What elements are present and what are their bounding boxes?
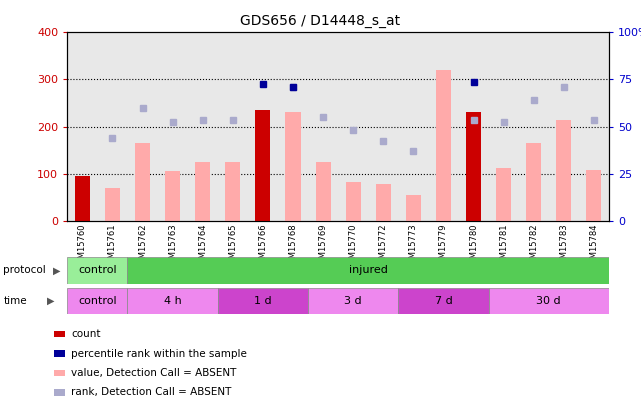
Bar xyxy=(466,113,481,221)
Bar xyxy=(308,288,398,314)
Bar xyxy=(218,288,308,314)
Bar xyxy=(406,195,421,221)
Text: percentile rank within the sample: percentile rank within the sample xyxy=(71,349,247,358)
Text: 4 h: 4 h xyxy=(163,296,181,306)
Text: time: time xyxy=(3,296,27,306)
Bar xyxy=(315,162,331,221)
Bar xyxy=(135,143,150,221)
Text: protocol: protocol xyxy=(3,265,46,275)
Text: value, Detection Call = ABSENT: value, Detection Call = ABSENT xyxy=(71,368,237,378)
Bar xyxy=(128,288,218,314)
Bar xyxy=(128,257,609,284)
Text: count: count xyxy=(71,329,101,339)
Bar xyxy=(488,288,609,314)
Bar xyxy=(556,119,571,221)
Text: 30 d: 30 d xyxy=(537,296,561,306)
Text: injured: injured xyxy=(349,265,388,275)
Bar xyxy=(285,113,301,221)
Bar xyxy=(398,288,488,314)
Bar xyxy=(526,143,541,221)
Text: ▶: ▶ xyxy=(47,296,54,306)
Bar xyxy=(165,171,180,221)
Text: GDS656 / D14448_s_at: GDS656 / D14448_s_at xyxy=(240,14,401,28)
Bar xyxy=(67,257,128,284)
Bar xyxy=(376,184,391,221)
Bar xyxy=(67,288,128,314)
Bar xyxy=(196,162,210,221)
Bar xyxy=(105,188,120,221)
Bar xyxy=(436,70,451,221)
Bar xyxy=(345,182,361,221)
Bar xyxy=(587,170,601,221)
Bar xyxy=(75,176,90,221)
Text: 3 d: 3 d xyxy=(344,296,362,306)
Text: control: control xyxy=(78,296,117,306)
Bar xyxy=(496,168,511,221)
Text: 1 d: 1 d xyxy=(254,296,272,306)
Text: rank, Detection Call = ABSENT: rank, Detection Call = ABSENT xyxy=(71,388,231,397)
Bar xyxy=(225,162,240,221)
Text: ▶: ▶ xyxy=(53,265,60,275)
Text: 7 d: 7 d xyxy=(435,296,453,306)
Bar xyxy=(255,110,271,221)
Text: control: control xyxy=(78,265,117,275)
